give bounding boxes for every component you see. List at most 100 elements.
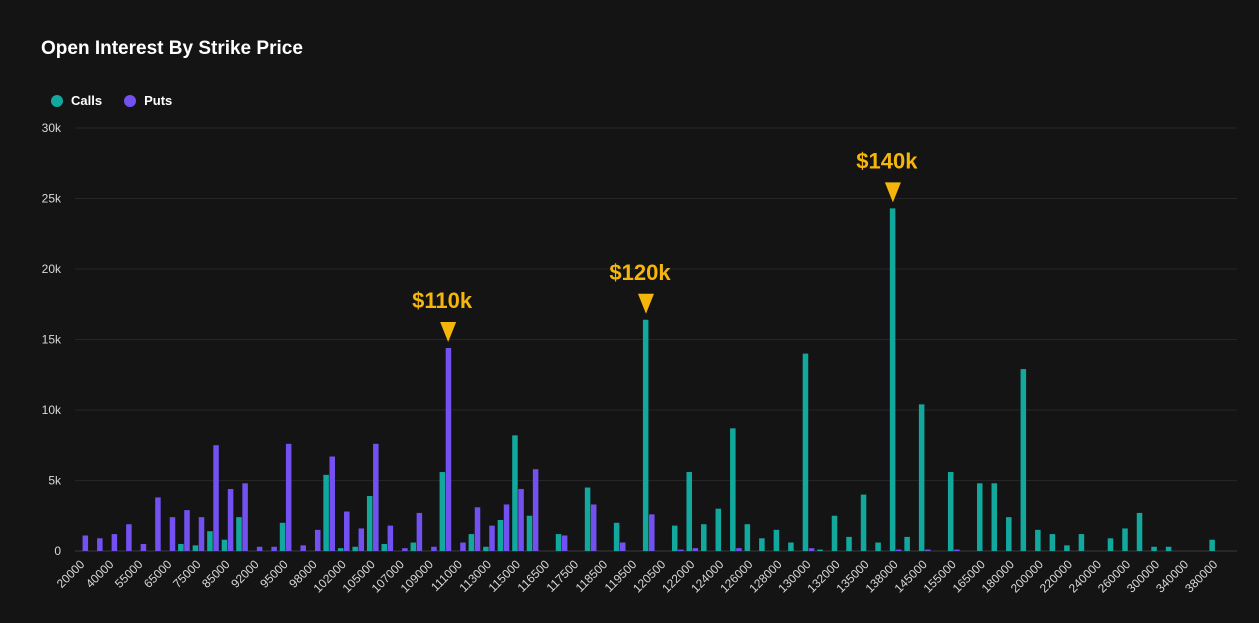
calls-bar-95000 [279, 522, 286, 551]
calls-bar-136000 [875, 542, 881, 551]
calls-bar-100000 [323, 474, 329, 551]
x-tick-label: 85000 [199, 557, 233, 591]
calls-bar-380000 [1209, 539, 1215, 551]
calls-bar-113000 [483, 546, 489, 551]
puts-bar-119000 [619, 542, 626, 551]
puts-bar-145000 [925, 549, 931, 551]
puts-bar-92000 [256, 546, 263, 551]
legend-item-puts[interactable]: Puts [124, 93, 172, 108]
calls-bar-90000 [236, 517, 242, 551]
calls-bar-135000 [860, 494, 867, 551]
calls-bar-80000 [207, 531, 213, 551]
x-tick-label: 40000 [83, 557, 117, 591]
annotation-arrow-icon [440, 321, 457, 342]
calls-bar-70000 [178, 543, 184, 551]
calls-bar-132000 [831, 515, 838, 551]
calls-bar-165000 [976, 483, 983, 551]
x-tick-label: 109000 [398, 557, 436, 595]
chart-legend: Calls Puts [51, 93, 172, 108]
calls-bar-114000 [497, 519, 504, 551]
calls-bar-120000 [642, 319, 649, 551]
calls-bar-260000 [1122, 528, 1128, 551]
x-tick-label: 92000 [228, 557, 262, 591]
calls-bar-116000 [526, 515, 533, 551]
calls-bar-85000 [221, 539, 228, 551]
puts-bar-40000 [111, 534, 118, 551]
calls-bar-121000 [671, 525, 678, 551]
x-tick-label: 20000 [54, 557, 88, 591]
calls-bar-126000 [744, 524, 751, 551]
calls-bar-200000 [1035, 529, 1041, 551]
chart-title: Open Interest By Strike Price [41, 38, 303, 59]
puts-bar-112000 [474, 507, 481, 551]
puts-bar-96000 [300, 545, 306, 551]
puts-bar-116000 [532, 469, 539, 551]
x-tick-label: 75000 [170, 557, 204, 591]
puts-bar-117000 [561, 535, 568, 551]
calls-bar-110000 [439, 472, 446, 551]
calls-bar-123000 [701, 524, 707, 551]
puts-bar-85000 [227, 488, 234, 551]
x-tick-label: 65000 [141, 557, 175, 591]
puts-bar-138000 [895, 549, 902, 551]
puts-bar-80000 [213, 445, 219, 551]
calls-bar-127000 [759, 538, 765, 551]
legend-item-calls[interactable]: Calls [51, 93, 102, 108]
calls-bar-122000 [686, 472, 693, 551]
calls-bar-138000 [889, 208, 896, 551]
puts-bar-30000 [97, 538, 103, 551]
annotation-arrow-icon [637, 293, 654, 314]
puts-bar-113000 [489, 525, 495, 551]
puts-bar-50000 [126, 524, 132, 551]
calls-bar-108000 [410, 542, 417, 551]
calls-bar-104000 [352, 546, 358, 551]
puts-bar-70000 [184, 510, 190, 551]
calls-bar-210000 [1049, 534, 1056, 551]
puts-bar-115000 [518, 488, 524, 551]
puts-bar-100000 [329, 456, 336, 551]
puts-bar-60000 [155, 497, 161, 551]
x-tick-label: 380000 [1182, 557, 1220, 595]
annotation-label: $110k [412, 288, 473, 313]
puts-legend-label: Puts [144, 93, 173, 108]
puts-bar-20000 [82, 535, 89, 551]
puts-bar-106000 [387, 525, 394, 551]
puts-bar-155000 [954, 549, 960, 551]
calls-bar-118000 [584, 487, 591, 551]
puts-bar-105000 [373, 443, 379, 551]
calls-bar-128000 [773, 529, 780, 551]
calls-bar-230000 [1078, 534, 1085, 551]
calls-bar-280000 [1136, 512, 1143, 551]
puts-bar-110000 [445, 347, 452, 551]
puts-bar-102000 [344, 511, 350, 551]
puts-bar-114000 [503, 504, 510, 551]
y-tick-label: 5k [48, 474, 62, 488]
puts-bar-55000 [140, 543, 147, 551]
calls-bar-170000 [991, 483, 998, 551]
puts-bar-95000 [285, 443, 292, 551]
y-tick-label: 25k [42, 192, 62, 206]
puts-bar-122000 [692, 548, 699, 551]
calls-bar-180000 [1006, 517, 1012, 551]
calls-bar-155000 [947, 472, 954, 551]
puts-bar-121000 [678, 549, 684, 551]
calls-bar-124000 [715, 508, 722, 551]
calls-bar-140000 [904, 536, 910, 551]
calls-legend-marker [51, 94, 63, 107]
y-tick-label: 15k [42, 333, 62, 347]
calls-bar-320000 [1165, 546, 1172, 551]
puts-bar-75000 [198, 517, 205, 551]
puts-bar-104000 [358, 528, 365, 551]
puts-bar-109000 [431, 546, 437, 551]
annotation-arrow-icon [884, 182, 901, 203]
calls-bar-131000 [817, 549, 823, 551]
puts-bar-125000 [736, 548, 742, 551]
calls-bar-129000 [788, 542, 794, 551]
puts-bar-111000 [460, 542, 466, 551]
calls-legend-label: Calls [71, 93, 103, 108]
calls-bar-102000 [337, 548, 344, 551]
calls-bar-300000 [1151, 546, 1157, 551]
calls-bar-190000 [1020, 369, 1027, 551]
puts-bar-108000 [416, 512, 423, 551]
